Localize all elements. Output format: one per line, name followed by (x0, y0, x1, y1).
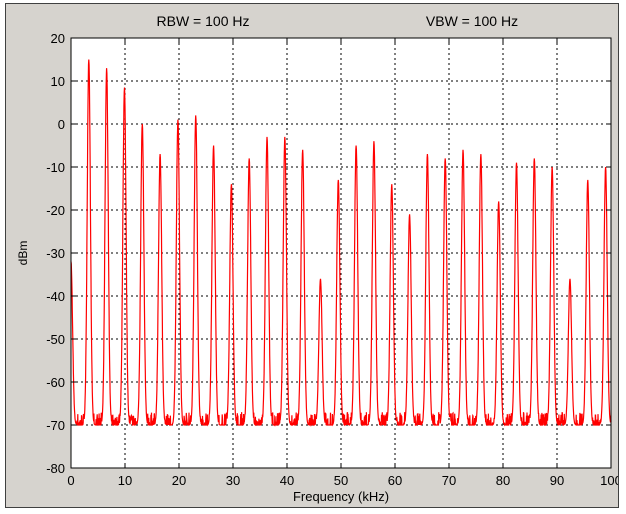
vbw-annotation: VBW = 100 Hz (426, 13, 518, 29)
x-tick-label: 30 (226, 473, 240, 488)
y-tick-label: 20 (51, 31, 65, 46)
x-tick-label: 70 (442, 473, 456, 488)
x-tick-label: 50 (334, 473, 348, 488)
y-tick-label: -10 (46, 160, 65, 175)
y-tick-label: -80 (46, 461, 65, 476)
x-tick-label: 40 (280, 473, 294, 488)
axis-labels: 010203040506070809010020100-10-20-30-40-… (46, 31, 622, 488)
y-tick-label: -30 (46, 246, 65, 261)
x-tick-label: 80 (496, 473, 510, 488)
y-tick-label: -20 (46, 203, 65, 218)
x-tick-label: 90 (550, 473, 564, 488)
x-tick-label: 60 (388, 473, 402, 488)
x-axis-label: Frequency (kHz) (293, 489, 389, 504)
figure-window: 010203040506070809010020100-10-20-30-40-… (5, 3, 622, 508)
spectrum-chart: 010203040506070809010020100-10-20-30-40-… (16, 13, 622, 504)
x-tick-label: 100 (600, 473, 618, 488)
rbw-annotation: RBW = 100 Hz (157, 13, 250, 29)
axis-ticks (70, 37, 612, 469)
x-tick-label: 10 (118, 473, 132, 488)
y-tick-label: -70 (46, 418, 65, 433)
x-tick-label: 0 (67, 473, 74, 488)
y-axis-label: dBm (16, 241, 30, 266)
x-tick-label: 20 (172, 473, 186, 488)
spectrum-line (70, 59, 612, 427)
y-tick-label: -60 (46, 375, 65, 390)
spectrum-trace (70, 59, 612, 427)
y-tick-label: -40 (46, 289, 65, 304)
y-tick-label: -50 (46, 332, 65, 347)
y-tick-label: 0 (58, 117, 65, 132)
y-tick-label: 10 (51, 74, 65, 89)
